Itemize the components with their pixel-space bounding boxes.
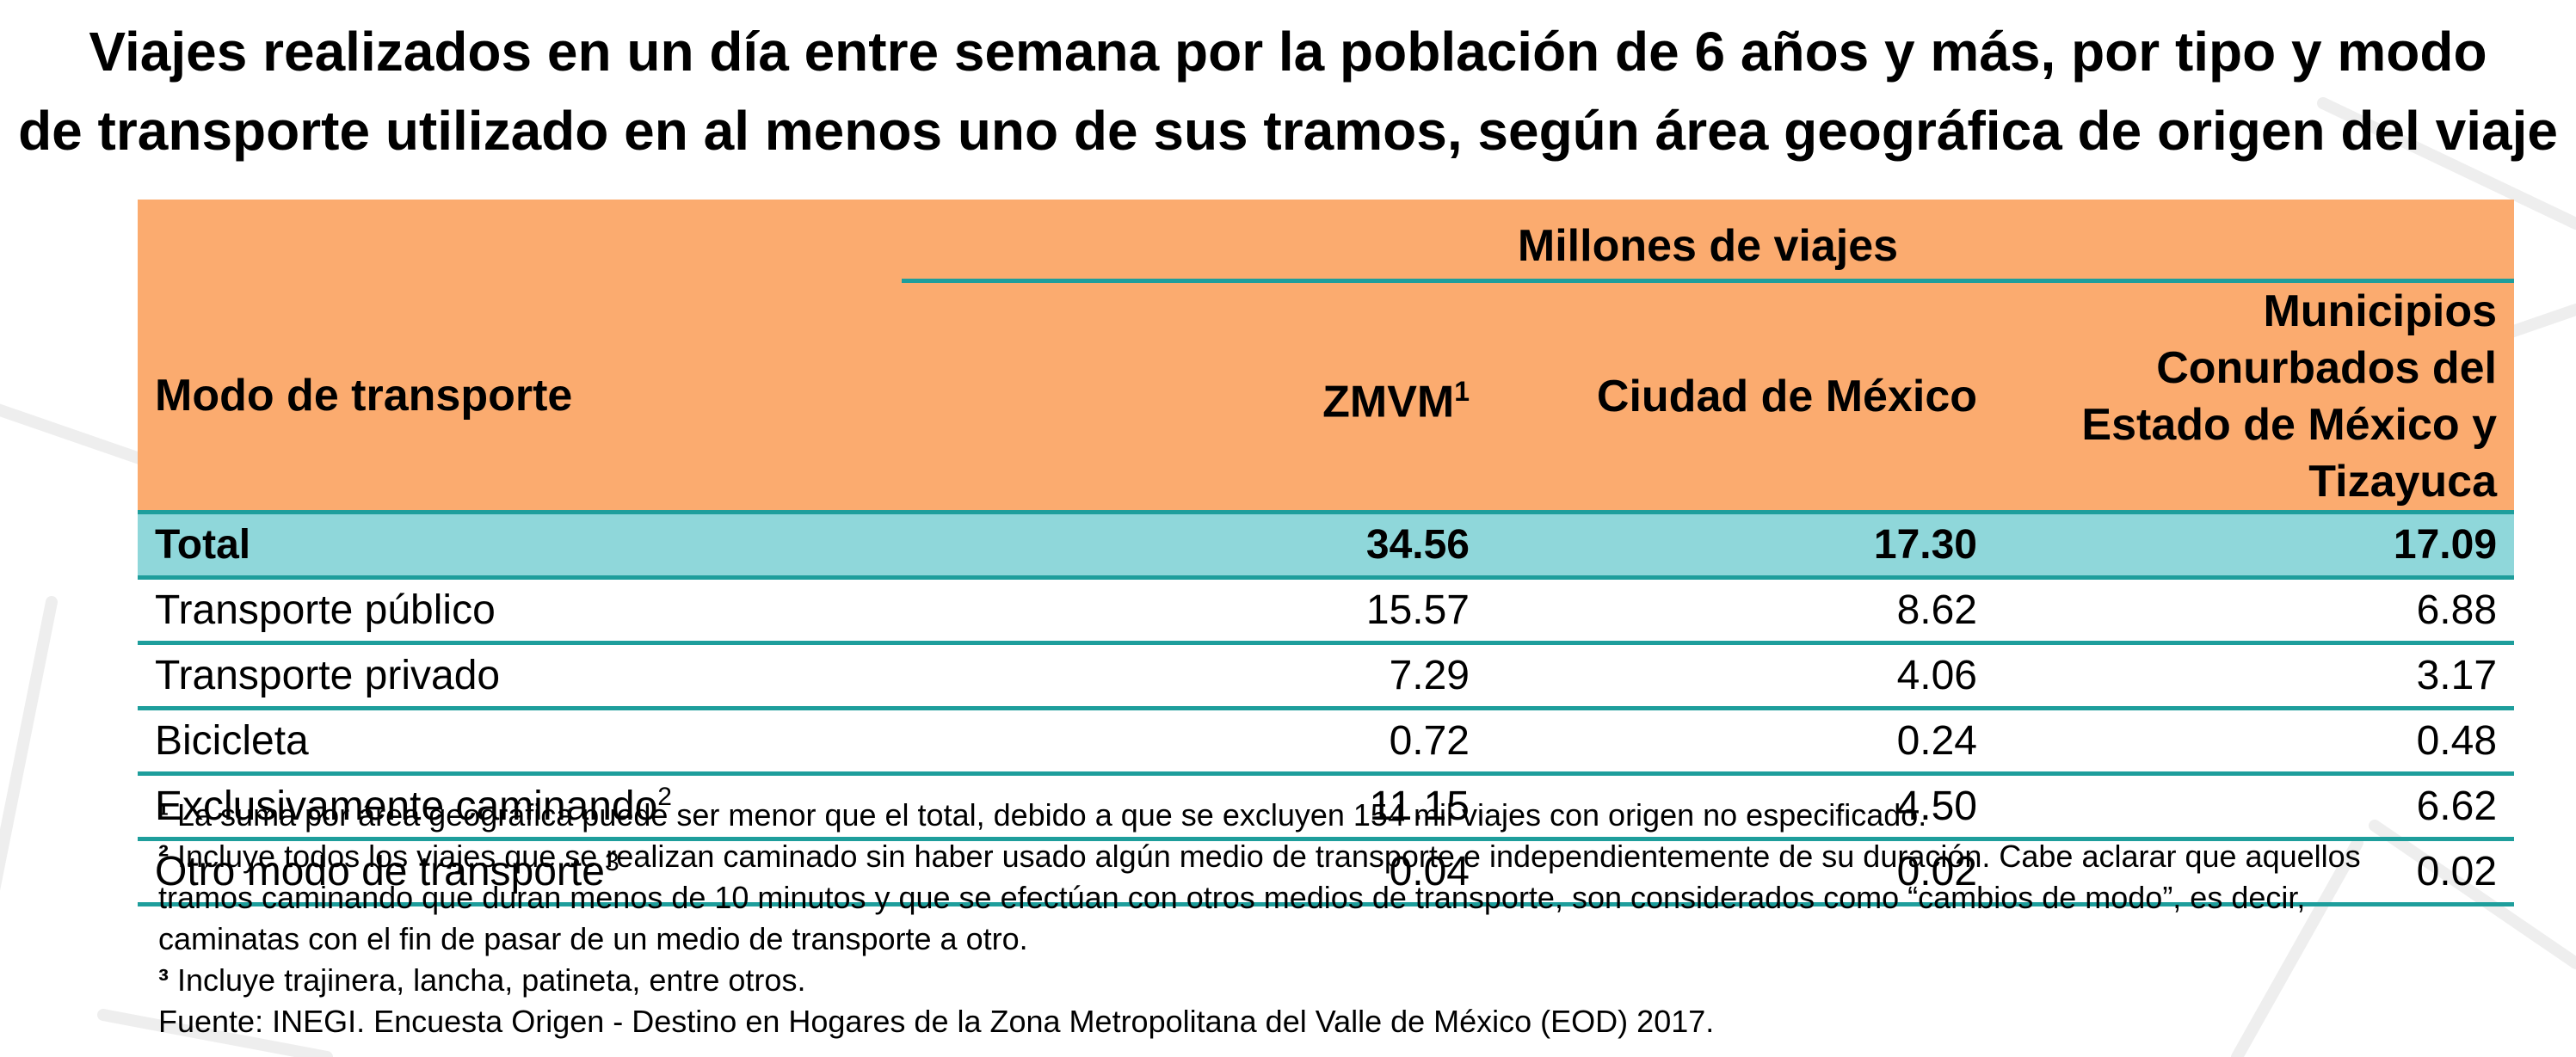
row-label: Otro modo de transporte3 [138, 839, 902, 906]
table-row: Exclusivamente caminando2 11.15 4.50 6.6… [138, 773, 2515, 841]
cell-zmvm: 0.04 [902, 839, 1487, 906]
footnote-2: ² Incluye todos los viajes que se realiz… [158, 839, 2361, 874]
footnote-3: ³ Incluye trajinera, lancha, patineta, e… [158, 962, 806, 998]
source-note: Fuente: INEGI. Encuesta Origen - Destino… [158, 1004, 1715, 1039]
table-row-total: Total 34.56 17.30 17.09 [138, 510, 2515, 580]
cell-zmvm: 15.57 [902, 577, 1487, 645]
cell-cdmx: 8.62 [1487, 577, 1994, 645]
cell-zmvm: 11.15 [902, 773, 1487, 841]
travel-modes-table: Millones de viajes Modo de transporte ZM… [138, 200, 2515, 906]
cell-cdmx: 17.30 [1487, 510, 1994, 580]
table-row: Transporte público 15.57 8.62 6.88 [138, 577, 2515, 645]
cell-municipios: 0.02 [1994, 839, 2515, 906]
cell-municipios: 3.17 [1994, 642, 2515, 710]
header-spacer [138, 200, 902, 281]
cell-cdmx: 4.50 [1487, 773, 1994, 841]
title-line-2: de transporte utilizado en al menos uno … [18, 100, 2558, 162]
row-label: Bicicleta [138, 708, 902, 776]
col-header-municipios: Municipios Conurbados del Estado de Méxic… [1994, 280, 2515, 513]
table-row: Otro modo de transporte3 0.04 0.02 0.02 [138, 839, 2515, 906]
page-title: Viajes realizados en un día entre semana… [0, 12, 2576, 170]
row-label: Exclusivamente caminando2 [138, 773, 902, 841]
row-label: Transporte público [138, 577, 902, 645]
data-table-container: Millones de viajes Modo de transporte ZM… [138, 200, 2515, 906]
cell-municipios: 17.09 [1994, 510, 2515, 580]
footnote-2-cont: caminatas con el fin de pasar de un medi… [158, 921, 1028, 956]
footnotes: ¹ La suma por área geográfica puede ser … [158, 795, 2516, 1042]
cell-zmvm: 34.56 [902, 510, 1487, 580]
footnote-2-cont: tramos caminando que duran menos de 10 m… [158, 880, 2306, 915]
title-line-1: Viajes realizados en un día entre semana… [89, 21, 2487, 83]
footnote-1: ¹ La suma por área geográfica puede ser … [158, 797, 1927, 833]
row-label: Transporte privado [138, 642, 902, 710]
row-label: Total [138, 510, 902, 580]
group-header: Millones de viajes [902, 200, 2515, 283]
table-row: Transporte privado 7.29 4.06 3.17 [138, 642, 2515, 710]
cell-cdmx: 0.02 [1487, 839, 1994, 906]
row-header: Modo de transporte [138, 280, 902, 513]
col-header-zmvm: ZMVM1 [902, 280, 1487, 513]
cell-zmvm: 0.72 [902, 708, 1487, 776]
cell-municipios: 6.62 [1994, 773, 2515, 841]
cell-zmvm: 7.29 [902, 642, 1487, 710]
cell-municipios: 0.48 [1994, 708, 2515, 776]
cell-municipios: 6.88 [1994, 577, 2515, 645]
col-header-cdmx: Ciudad de México [1487, 280, 1994, 513]
cell-cdmx: 0.24 [1487, 708, 1994, 776]
cell-cdmx: 4.06 [1487, 642, 1994, 710]
table-row: Bicicleta 0.72 0.24 0.48 [138, 708, 2515, 776]
